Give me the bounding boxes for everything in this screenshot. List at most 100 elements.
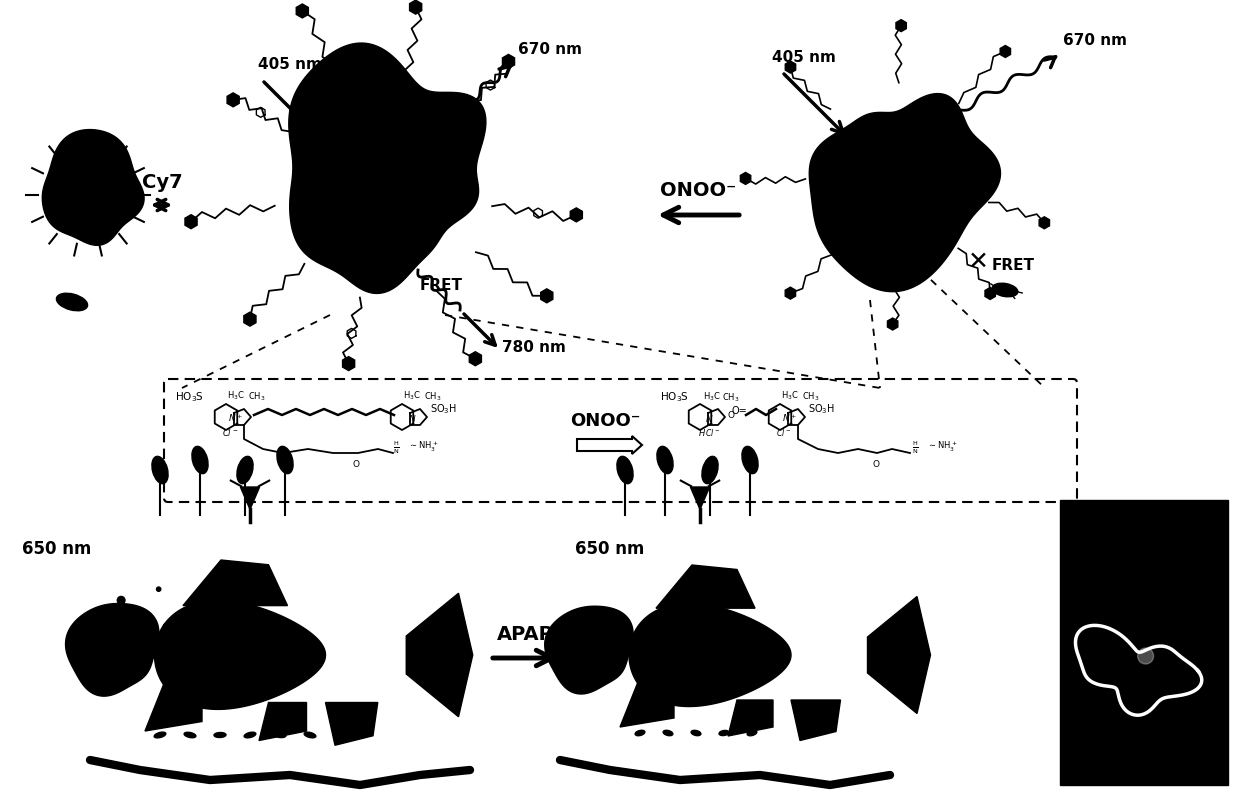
Text: $\mathsf{H_3C}$: $\mathsf{H_3C}$ [227,389,246,402]
Text: $\mathsf{H_3C}$: $\mathsf{H_3C}$ [403,389,420,402]
Text: $\mathsf{CH_3}$: $\mathsf{CH_3}$ [802,391,820,403]
Ellipse shape [154,732,166,738]
Text: $\frac{\mathsf{H}}{\mathsf{N}}$: $\frac{\mathsf{H}}{\mathsf{N}}$ [911,440,919,457]
Ellipse shape [237,457,253,484]
Polygon shape [227,93,239,107]
Polygon shape [185,215,197,229]
Polygon shape [868,597,930,714]
Circle shape [224,638,231,645]
Text: $Cl^-$: $Cl^-$ [222,427,238,438]
Text: $N$: $N$ [704,413,713,424]
Text: O: O [873,460,879,469]
Polygon shape [985,288,996,300]
Polygon shape [325,702,378,745]
Circle shape [164,622,172,632]
Polygon shape [145,683,202,731]
Text: $H$: $H$ [698,427,706,438]
Ellipse shape [657,446,673,473]
Ellipse shape [702,457,718,484]
Text: $\mathsf{HO_3S}$: $\mathsf{HO_3S}$ [175,390,205,404]
Polygon shape [42,130,144,245]
Polygon shape [296,4,309,18]
Bar [1060,500,1228,785]
Text: 405 nm: 405 nm [773,50,836,65]
Ellipse shape [748,731,756,736]
Text: $Cl^-$: $Cl^-$ [776,427,791,438]
Text: $N^+$: $N^+$ [782,413,797,424]
Text: 780 nm: 780 nm [502,340,565,356]
FancyBboxPatch shape [164,379,1078,502]
Polygon shape [502,54,515,68]
Ellipse shape [616,457,634,484]
Ellipse shape [719,731,729,735]
Text: $N$: $N$ [408,413,417,424]
Ellipse shape [277,446,293,473]
Circle shape [201,601,212,613]
Polygon shape [691,487,709,509]
Polygon shape [66,603,159,696]
Polygon shape [155,601,325,710]
Ellipse shape [691,731,701,735]
Text: $\mathsf{H_3C}$: $\mathsf{H_3C}$ [703,391,720,403]
Polygon shape [897,20,906,31]
Polygon shape [259,702,306,740]
Polygon shape [791,700,841,740]
Text: $\sim\mathsf{NH_3^+}$: $\sim\mathsf{NH_3^+}$ [408,440,439,454]
Text: $Cl^-$: $Cl^-$ [706,427,720,438]
Circle shape [208,668,216,674]
Text: APAP: APAP [497,625,553,644]
Ellipse shape [184,732,196,738]
Circle shape [193,625,200,631]
Ellipse shape [274,732,286,738]
Text: O=: O= [732,406,748,416]
Polygon shape [409,0,422,14]
Polygon shape [570,208,583,222]
Polygon shape [888,318,898,330]
FancyArrow shape [577,436,642,454]
Circle shape [156,587,161,591]
Circle shape [1137,648,1153,664]
Text: $\mathsf{CH_3}$: $\mathsf{CH_3}$ [424,391,441,403]
Circle shape [272,669,280,677]
Polygon shape [407,594,472,717]
Polygon shape [289,43,486,293]
Ellipse shape [663,731,673,735]
Ellipse shape [151,457,169,484]
Text: 670 nm: 670 nm [518,42,582,57]
Text: $\mathsf{HO_3S}$: $\mathsf{HO_3S}$ [660,390,689,404]
Circle shape [192,643,202,654]
Polygon shape [785,61,796,73]
Text: Cy7: Cy7 [141,173,182,192]
Text: 405 nm: 405 nm [258,57,322,72]
Polygon shape [541,289,553,303]
Text: $\mathsf{H_3C}$: $\mathsf{H_3C}$ [781,389,799,402]
Circle shape [154,652,164,662]
Text: FRET: FRET [992,257,1035,272]
Circle shape [164,671,171,679]
Polygon shape [740,172,750,184]
Ellipse shape [992,284,1018,297]
Ellipse shape [192,446,208,473]
Text: $\sim\mathsf{NH_3^+}$: $\sim\mathsf{NH_3^+}$ [928,440,957,454]
Polygon shape [342,356,355,371]
Polygon shape [620,682,675,727]
Polygon shape [544,606,634,694]
Polygon shape [629,603,791,706]
Polygon shape [1039,217,1049,229]
Text: ✕: ✕ [967,250,988,274]
Text: 650 nm: 650 nm [575,540,645,558]
Polygon shape [241,487,259,509]
Polygon shape [469,352,481,366]
Ellipse shape [304,732,316,738]
Ellipse shape [742,446,758,473]
Text: $\frac{\mathsf{H}}{\mathsf{N}}$: $\frac{\mathsf{H}}{\mathsf{N}}$ [393,440,399,457]
Polygon shape [728,700,773,736]
Text: ONOO⁻: ONOO⁻ [660,181,737,200]
Polygon shape [785,288,796,299]
Circle shape [162,640,174,651]
Text: FRET: FRET [420,278,463,293]
Circle shape [118,597,125,604]
Text: ONOO⁻: ONOO⁻ [570,412,640,430]
Text: 650 nm: 650 nm [22,540,92,558]
Polygon shape [656,565,755,608]
